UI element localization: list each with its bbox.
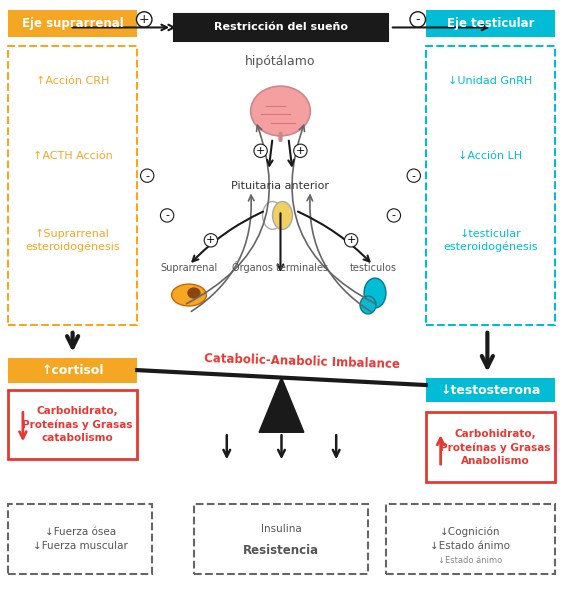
Text: Carbohidrato,
Proteínas y Grasas
Anabolismo: Carbohidrato, Proteínas y Grasas Anaboli… [440, 429, 550, 466]
FancyArrowPatch shape [187, 125, 269, 304]
Text: Pituitaria anterior: Pituitaria anterior [231, 181, 329, 190]
Text: ↓testicular
esteroidogénesis: ↓testicular esteroidogénesis [443, 229, 537, 252]
Text: +: + [296, 146, 305, 156]
Text: ↓Unidad GnRH: ↓Unidad GnRH [448, 76, 532, 86]
FancyBboxPatch shape [386, 504, 555, 574]
Text: ↓Fuerza ósea
↓Fuerza muscular: ↓Fuerza ósea ↓Fuerza muscular [33, 527, 127, 550]
Text: +: + [139, 13, 149, 26]
FancyBboxPatch shape [8, 10, 137, 38]
Text: ↑Acción CRH: ↑Acción CRH [36, 76, 109, 86]
FancyBboxPatch shape [8, 504, 152, 574]
Text: ↓Cognición
↓Estado ánimo: ↓Cognición ↓Estado ánimo [430, 527, 510, 551]
FancyBboxPatch shape [8, 358, 137, 383]
Text: +: + [346, 235, 356, 245]
FancyArrowPatch shape [307, 195, 371, 312]
FancyBboxPatch shape [426, 377, 555, 402]
Polygon shape [259, 377, 304, 432]
Text: ↑ACTH Acción: ↑ACTH Acción [33, 151, 112, 161]
Text: Resistencia: Resistencia [243, 544, 319, 557]
Text: ↑Suprarrenal
esteroidogénesis: ↑Suprarrenal esteroidogénesis [25, 229, 120, 252]
Text: -: - [416, 13, 420, 26]
Text: Eje testicular: Eje testicular [447, 17, 534, 30]
FancyBboxPatch shape [426, 10, 555, 38]
Text: ↑cortisol: ↑cortisol [41, 364, 104, 377]
Ellipse shape [188, 288, 200, 298]
Text: hipótálamo: hipótálamo [245, 55, 316, 68]
Ellipse shape [171, 284, 206, 306]
Text: Catabolic-Anabolic Imbalance: Catabolic-Anabolic Imbalance [204, 352, 400, 371]
Text: +: + [256, 146, 265, 156]
Text: Eje suprarrenal: Eje suprarrenal [22, 17, 124, 30]
Text: -: - [412, 171, 416, 181]
Text: -: - [392, 211, 396, 220]
Ellipse shape [272, 202, 292, 229]
FancyArrowPatch shape [292, 125, 376, 304]
Text: Restricción del sueño: Restricción del sueño [214, 23, 348, 32]
Ellipse shape [360, 296, 376, 314]
Text: Suprarrenal: Suprarrenal [160, 263, 218, 273]
Text: ↓Estado ánimo: ↓Estado ánimo [438, 556, 503, 565]
Ellipse shape [364, 278, 386, 308]
FancyBboxPatch shape [174, 14, 388, 41]
FancyBboxPatch shape [8, 389, 137, 459]
FancyBboxPatch shape [426, 413, 555, 482]
Text: -: - [145, 171, 149, 181]
Text: Órganos terminales: Órganos terminales [232, 261, 329, 273]
Text: -: - [165, 211, 169, 220]
Text: Insulina: Insulina [261, 524, 301, 534]
Text: ↓testosterona: ↓testosterona [440, 383, 540, 396]
FancyArrowPatch shape [191, 195, 254, 312]
Text: ↓Acción LH: ↓Acción LH [459, 151, 522, 161]
FancyBboxPatch shape [194, 504, 368, 574]
Ellipse shape [250, 86, 310, 136]
Ellipse shape [263, 202, 283, 229]
Text: Carbohidrato,
Proteínas y Grasas
catabolismo: Carbohidrato, Proteínas y Grasas catabol… [23, 406, 133, 443]
Text: testiculos: testiculos [350, 263, 396, 273]
Text: +: + [206, 235, 215, 245]
